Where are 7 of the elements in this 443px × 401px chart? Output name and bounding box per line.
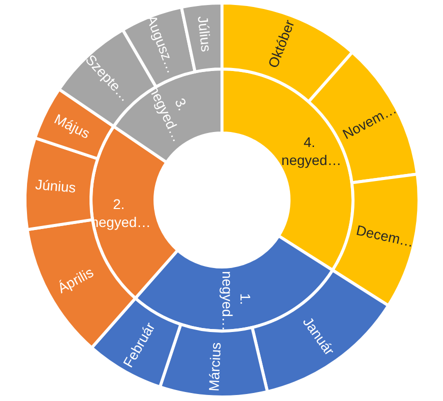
slice-label: Március: [206, 342, 224, 392]
slice-label: Augusz…: [144, 12, 180, 76]
slice-label: 4. negyed…: [281, 134, 342, 168]
slice-label: 1. negyed…: [219, 271, 254, 331]
slice-label: Július: [194, 15, 215, 53]
slice-label: Június: [34, 176, 76, 196]
slice-label: Decem…: [354, 222, 416, 250]
